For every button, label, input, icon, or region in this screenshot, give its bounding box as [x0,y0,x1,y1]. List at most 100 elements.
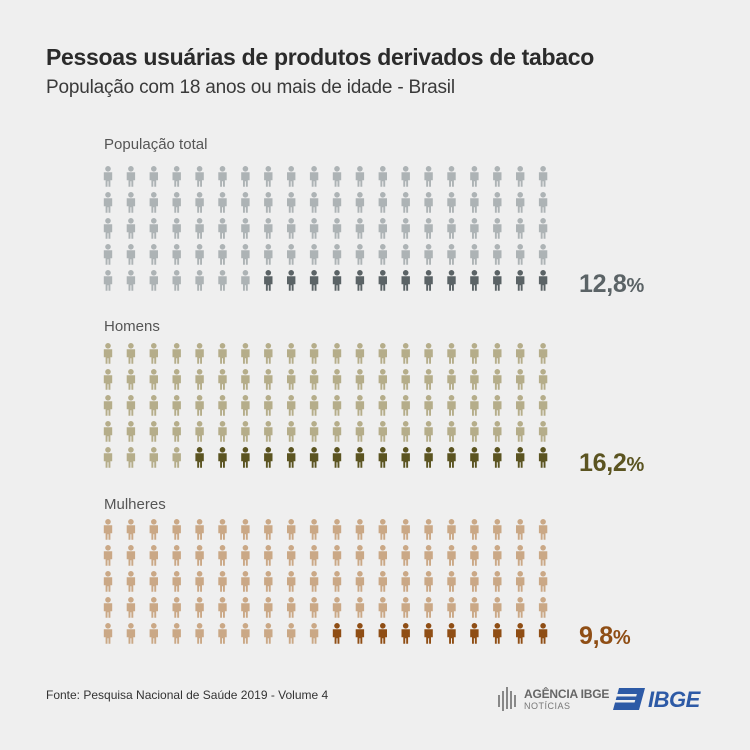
person-figure [126,395,136,416]
value-number: 16,2 [579,449,627,477]
person-figure [218,395,227,416]
person-figure [172,545,181,566]
person-figure [538,343,548,364]
person-figure [424,545,433,566]
person-figure [332,166,342,187]
person-figure [309,192,319,213]
person-figure [470,244,479,265]
person-figure [401,519,410,540]
person-figure [218,597,227,618]
person-figure-shaded [264,447,273,468]
person-figure [493,218,502,239]
person-figure [401,218,410,239]
person-figure [355,369,365,390]
person-figure [493,597,502,618]
person-figure [424,395,433,416]
person-figure-shaded [538,447,548,468]
person-figure [493,395,502,416]
agencia-bars-icon [498,687,516,711]
person-figure [355,519,365,540]
person-figure [241,369,250,390]
person-figure [241,270,250,291]
person-figure-shaded [538,623,548,644]
person-figure [264,166,273,187]
person-figure [538,218,548,239]
person-figure [172,369,181,390]
person-figure [470,369,479,390]
person-figure [401,192,410,213]
person-figure [172,519,181,540]
person-figure [424,166,433,187]
chart-title: Pessoas usuárias de produtos derivados d… [46,44,595,70]
person-figure [424,571,433,592]
person-figure [447,218,456,239]
person-figure-shaded [401,447,410,468]
person-figure [241,218,250,239]
person-figure-shaded [424,447,433,468]
person-figure [424,343,433,364]
person-figure [287,244,296,265]
person-figure [332,218,342,239]
person-figure [172,192,181,213]
person-figure [309,244,319,265]
person-figure [447,519,456,540]
person-figure [516,597,525,618]
person-figure [126,343,136,364]
person-figure [493,166,502,187]
person-figure [195,270,204,291]
person-figure [218,192,227,213]
person-figure [447,343,456,364]
person-figure-shaded [332,270,342,291]
person-figure [149,369,158,390]
person-figure [287,597,296,618]
person-figure [516,545,525,566]
person-figure [401,343,410,364]
person-figure [149,597,158,618]
person-figure [149,519,158,540]
person-figure [516,571,525,592]
person-figure-shaded [401,623,410,644]
person-figure [195,395,204,416]
person-figure [241,597,250,618]
person-figure [126,192,136,213]
person-figure [241,244,250,265]
person-figure-shaded [493,447,502,468]
person-figure [149,571,158,592]
person-figure [287,519,296,540]
person-figure [218,421,227,442]
person-figure [516,343,525,364]
person-figure [538,571,548,592]
person-figure [355,343,365,364]
person-figure [241,395,250,416]
person-figure [103,623,113,644]
source-note: Fonte: Pesquisa Nacional de Saúde 2019 -… [46,688,329,702]
person-figure [126,447,136,468]
person-figure [355,244,365,265]
person-figure [218,166,227,187]
person-figure [172,270,181,291]
person-figure [241,571,250,592]
person-figure [538,369,548,390]
person-figure [332,421,342,442]
person-figure [355,192,365,213]
person-figure [447,395,456,416]
person-figure [103,421,113,442]
person-figure [287,395,296,416]
person-figure [309,623,319,644]
person-figure-shaded [424,270,433,291]
person-figure [287,421,296,442]
person-figure [470,395,479,416]
value-label-homens: 16,2% [579,449,644,478]
person-figure [538,421,548,442]
person-figure [493,343,502,364]
person-figure-shaded [378,270,387,291]
person-figure [103,270,113,291]
person-figure [538,597,548,618]
person-figure [424,244,433,265]
person-figure [172,166,181,187]
person-figure [195,166,204,187]
person-figure [149,545,158,566]
person-figure [195,421,204,442]
person-figure [516,421,525,442]
